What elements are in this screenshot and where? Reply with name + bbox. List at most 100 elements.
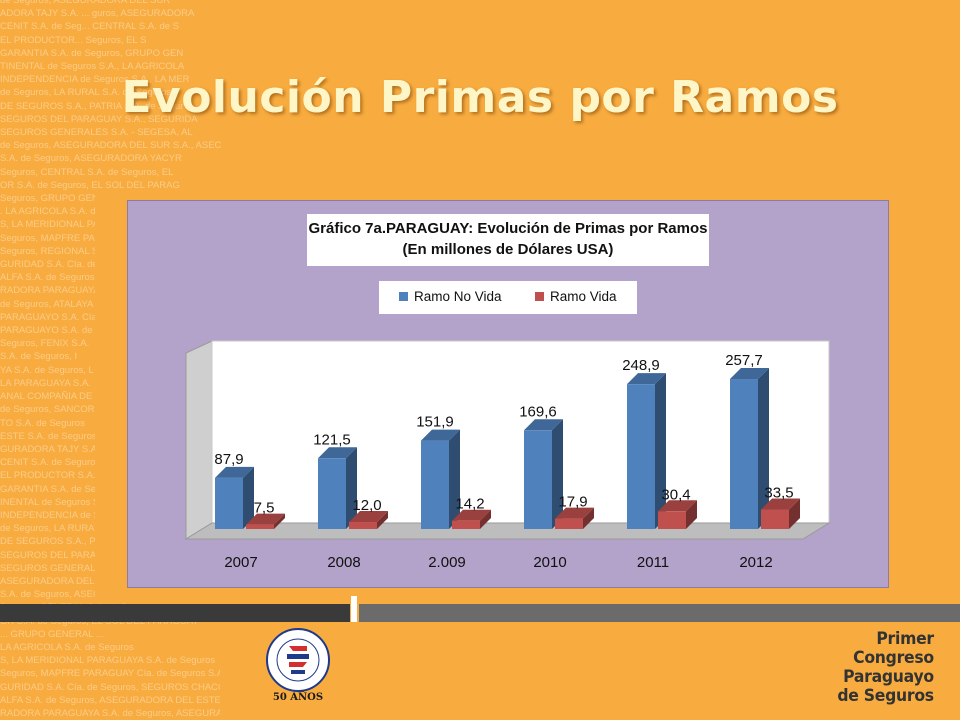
watermark-line: de Seguros, ATALAYA <box>0 298 94 310</box>
congress-line-3: Paraguayo <box>843 667 934 687</box>
watermark-line: TO S.A. de Seguros <box>0 417 85 429</box>
data-label: 151,9 <box>416 414 454 431</box>
chart-title-box: Gráfico 7a.PARAGUAY: Evolución de Primas… <box>307 214 709 266</box>
bar-side <box>552 419 563 529</box>
congress-line-4: de Seguros <box>837 686 935 706</box>
bar-top <box>730 368 769 380</box>
watermark-line: GURIDAD S.A. Cía. de Seguros, SEGUROS CH… <box>0 681 220 693</box>
watermark-company-names: de Seguros, ASEGURADORA DEL SUR ADORA TAJ… <box>0 0 230 720</box>
watermark-line: OR S.A. de Seguros, EL SOL DEL PARAG <box>0 179 180 191</box>
watermark-line: Seguros, MAPFRE PARAGUAY Cía. de Seguros… <box>0 668 220 680</box>
footer-bar-marker <box>351 596 357 622</box>
watermark-line: GARANTIA S.A. de Seg <box>0 483 95 495</box>
watermark-line: Seguros, CENTRAL S.A. de Seguros, EL <box>0 166 174 178</box>
x-tick-label: 2.009 <box>428 554 466 571</box>
data-label: 12,0 <box>352 497 381 514</box>
watermark-line: ANAL COMPAÑIA DE <box>0 391 93 403</box>
bar-side <box>686 500 697 529</box>
chart-back-wall <box>211 340 830 524</box>
watermark-line: S.A. de Seguros, ASEGURADORA YACYR <box>0 153 182 165</box>
watermark-line: GURADORA TAJY S.A. <box>0 443 95 455</box>
bar <box>452 520 480 529</box>
watermark-line: Seguros, GRUPO GENER <box>0 193 95 205</box>
chart-legend: Ramo No Vida Ramo Vida <box>379 281 637 314</box>
bar-top <box>627 373 666 385</box>
watermark-line: de Seguros, ASEGURADORA DEL SUR S.A., AS… <box>0 140 222 152</box>
watermark-line: S.A. de Seguros, I <box>0 351 78 363</box>
bar-top <box>555 507 594 519</box>
watermark-line: EL PRODUCTOR S.A. <box>0 470 95 482</box>
bar-top <box>421 429 460 441</box>
data-label: 7,5 <box>254 500 275 517</box>
chart-title: Gráfico 7a.PARAGUAY: Evolución de Primas… <box>308 220 708 237</box>
footer-bar-dark <box>0 604 350 622</box>
bar-top <box>658 500 697 512</box>
bar <box>761 509 789 529</box>
watermark-line: de Seguros, LA RURAL S.A. de Seguros <box>0 87 172 99</box>
data-label: 33,5 <box>764 485 793 502</box>
bar <box>349 522 377 529</box>
bar-top <box>318 447 357 459</box>
legend-item-no-vida: Ramo No Vida <box>399 289 502 304</box>
bar-side <box>243 466 254 529</box>
bar-side <box>346 447 357 529</box>
watermark-line: ESTE S.A. de Seguros, <box>0 430 95 442</box>
watermark-line: . LA AGRICOLA S.A. de <box>0 206 95 218</box>
watermark-line: Seguros, MAPFRE PARAGUA <box>0 232 95 244</box>
bar-top <box>524 419 563 431</box>
watermark-line: SEGUROS DEL PARAGUAY S.A. <box>0 549 95 561</box>
congress-line-2: Congreso <box>853 648 934 668</box>
data-label: 14,2 <box>455 496 484 513</box>
footer-bar-gray <box>359 604 960 622</box>
bar-side <box>480 509 491 529</box>
data-label: 257,7 <box>725 352 763 369</box>
data-label: 248,9 <box>622 357 660 374</box>
chart-plot: 87,9 7,5 2007 121,5 12,0 2008 151,9 14,2 2.009 16… <box>184 340 831 571</box>
watermark-line: SEGUROS DEL PARAGUAY S.A., SEGURIDA <box>0 113 198 125</box>
bar-side <box>758 368 769 529</box>
legend-label-no-vida: Ramo No Vida <box>414 289 502 304</box>
watermark-line: CENIT S.A. de Seg... CENTRAL S.A. de S <box>0 21 179 33</box>
watermark-line: INDEPENDENCIA de Seguros S.A., LA MER <box>0 74 190 86</box>
x-tick-label: 2012 <box>739 554 772 571</box>
data-label: 17,9 <box>558 494 587 511</box>
bar <box>730 379 758 529</box>
bar-side <box>449 429 460 529</box>
watermark-line: TINENTAL de Seguros S.A., LA AGRICOLA <box>0 61 185 73</box>
watermark-line: YA S.A. de Seguros, L <box>0 364 94 376</box>
x-tick-label: 2008 <box>327 554 360 571</box>
watermark-line: SEGUROS GENERALES S.A. - SEGESA, AL <box>0 127 193 139</box>
bar-top <box>246 513 285 525</box>
watermark-line: ADORA TAJY S.A. ... guros, ASEGURADORA <box>0 8 195 20</box>
watermark-line: de Seguros, SANCOR <box>0 404 95 416</box>
watermark-line: Seguros, FENIX S.A. <box>0 338 90 350</box>
watermark-line: de Seguros, ASEGURADORA DEL SUR <box>0 0 171 6</box>
watermark-line: S, LA MERIDIONAL PARAGUAYA S.A. de Segur… <box>0 655 216 667</box>
legend-swatch-no-vida <box>399 292 408 301</box>
bar <box>246 524 274 529</box>
bar-side <box>655 373 666 529</box>
x-tick-label: 2010 <box>533 554 566 571</box>
watermark-line: PARAGUAYO S.A. de <box>0 325 93 337</box>
data-label: 30,4 <box>661 486 690 503</box>
bar-top <box>761 498 800 510</box>
bar-top <box>349 511 388 523</box>
bar-top <box>452 509 491 521</box>
watermark-line: ... GRUPO GENERAL ... <box>0 628 104 640</box>
chart-side-wall <box>185 340 213 540</box>
bar-side <box>583 507 594 529</box>
bar <box>421 440 449 529</box>
bar <box>555 518 583 529</box>
watermark-line: INENTAL de Seguros S.A., <box>0 496 95 508</box>
bar-side <box>274 513 285 529</box>
watermark-line: LA AGRICOLA S.A. de Seguros <box>0 641 134 653</box>
watermark-line: ASEGURADORA DEL SUR <box>0 575 95 587</box>
legend-swatch-vida <box>535 292 544 301</box>
logo-caption: 50 AÑOS <box>272 692 324 703</box>
watermark-line: DE SEGUROS S.A., PATRIA S.A. <box>0 536 95 548</box>
watermark-line: Seguros, REGIONAL S.A. <box>0 245 95 257</box>
bar <box>524 430 552 529</box>
chart-subtitle: (En millones de Dólares USA) <box>402 241 614 258</box>
watermark-line: CENIT S.A. de Seguros <box>0 457 95 469</box>
